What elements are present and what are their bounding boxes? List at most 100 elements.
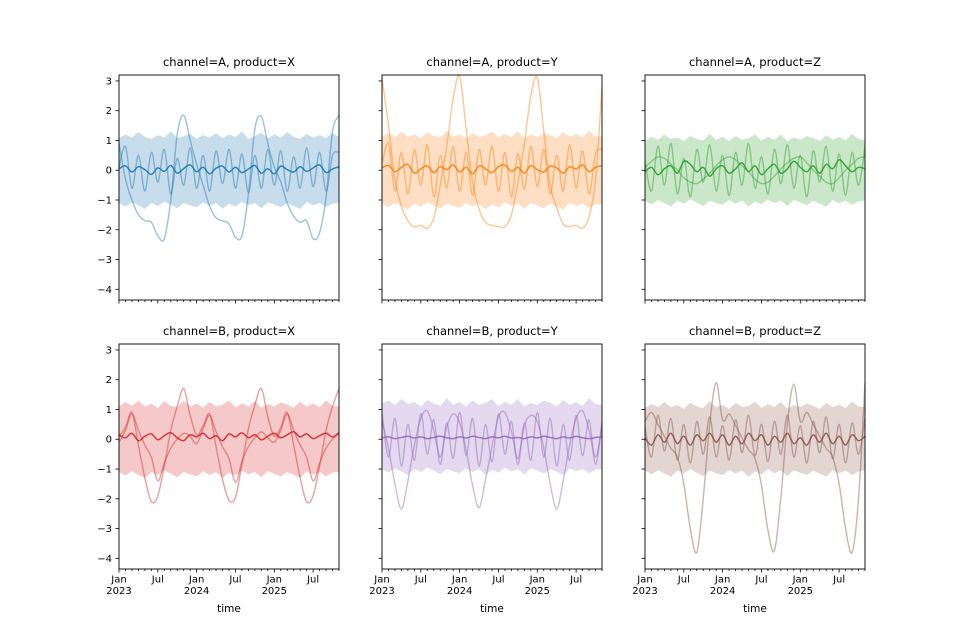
y-axis-ticks xyxy=(641,349,645,559)
x-tick-label: Jan xyxy=(110,575,126,586)
x-axis-ticks xyxy=(644,300,866,304)
x-axis-ticks xyxy=(118,300,340,304)
sample-line-2 xyxy=(119,145,339,195)
sample-line-1 xyxy=(382,409,602,510)
x-tick-label: Jul xyxy=(677,575,690,586)
x-tick-year-label: 2023 xyxy=(369,586,394,597)
y-tick-label: −3 xyxy=(97,255,112,266)
x-tick-label: Jul xyxy=(228,575,241,586)
x-tick-label: Jan xyxy=(636,575,652,586)
mean-line xyxy=(382,163,602,175)
subplot-channel-b-product-z: channel=B, product=Z Jan 2023 Jul Jan 2024 Ju… xyxy=(595,321,878,617)
plot-canvas-a-x: 3 2 1 0 −1 −2 −3 −4 xyxy=(97,74,340,304)
plot-area xyxy=(645,133,865,207)
x-tick-label: Jan xyxy=(714,575,730,586)
x-tick-year-label: 2025 xyxy=(525,586,550,597)
mean-line xyxy=(645,159,865,177)
x-tick-label: Jul xyxy=(151,575,164,586)
uncertainty-band xyxy=(645,401,865,477)
x-tick-label: Jul xyxy=(569,575,582,586)
sample-line-1 xyxy=(645,155,865,185)
x-tick-label: Jan xyxy=(792,575,808,586)
y-tick-labels: 3 2 1 0 −1 −2 −3 −4 xyxy=(97,76,112,295)
subplot-channel-a-product-z: channel=A, product=Z xyxy=(595,52,878,348)
subplot-channel-b-product-x: channel=B, product=X Jan 2023 Jul Jan 2024 Ju… xyxy=(69,321,352,617)
subplot-title: channel=B, product=Y xyxy=(426,324,558,338)
y-tick-label: 3 xyxy=(106,345,112,356)
y-axis-ticks xyxy=(378,349,382,559)
plot-area xyxy=(382,75,602,230)
subplot-title: channel=A, product=Z xyxy=(688,55,822,69)
sample-line-1 xyxy=(382,75,602,230)
y-tick-labels: 3 2 1 0 −1 −2 −3 −4 xyxy=(97,345,112,564)
sample-line-2 xyxy=(645,414,865,464)
uncertainty-band xyxy=(119,131,339,209)
x-tick-label: Jul xyxy=(491,575,504,586)
uncertainty-band xyxy=(119,400,339,478)
mean-line xyxy=(645,432,865,446)
x-tick-year-label: 2024 xyxy=(184,586,209,597)
y-tick-label: −2 xyxy=(97,494,112,505)
x-axis-ticks xyxy=(381,300,603,304)
sample-line-2 xyxy=(119,413,339,484)
x-tick-year-label: 2024 xyxy=(710,586,735,597)
mean-line xyxy=(382,435,602,440)
subplot-title: channel=A, product=Y xyxy=(426,55,558,69)
x-tick-label: Jul xyxy=(832,575,845,586)
x-axis-ticks xyxy=(118,569,340,573)
x-tick-year-label: 2025 xyxy=(262,586,287,597)
y-tick-label: 1 xyxy=(106,405,112,416)
mean-line xyxy=(119,164,339,176)
plot-area xyxy=(382,398,602,510)
y-tick-label: −2 xyxy=(97,225,112,236)
subplot-title: channel=B, product=X xyxy=(162,324,296,338)
x-tick-label: Jul xyxy=(306,575,319,586)
x-tick-label: Jan xyxy=(451,575,467,586)
x-tick-year-label: 2023 xyxy=(632,586,657,597)
y-axis-ticks xyxy=(378,80,382,290)
plot-area xyxy=(119,114,339,242)
y-tick-label: 2 xyxy=(106,106,112,117)
sample-line-2 xyxy=(382,411,602,467)
y-tick-label: −4 xyxy=(97,554,112,565)
subplot-channel-a-product-x: channel=A, product=X 3 2 1 0 −1 −2 −3 −4 xyxy=(69,52,352,348)
sample-line-1 xyxy=(119,114,339,242)
x-axis-label: time xyxy=(743,603,767,615)
x-tick-year-label: 2024 xyxy=(447,586,472,597)
subplot-title: channel=B, product=Z xyxy=(688,324,822,338)
y-tick-label: −4 xyxy=(97,285,112,296)
y-tick-label: 0 xyxy=(106,166,112,177)
x-axis-label: time xyxy=(217,603,241,615)
plot-canvas-a-y xyxy=(378,74,603,304)
y-axis-ticks xyxy=(115,349,119,559)
x-axis-ticks xyxy=(381,569,603,573)
y-tick-label: 2 xyxy=(106,375,112,386)
y-tick-label: −3 xyxy=(97,524,112,535)
x-tick-label: Jan xyxy=(373,575,389,586)
x-tick-label: Jan xyxy=(529,575,545,586)
y-axis-ticks xyxy=(115,80,119,290)
x-tick-year-label: 2025 xyxy=(788,586,813,597)
sample-line-1 xyxy=(119,387,339,504)
mean-line xyxy=(119,431,339,442)
y-tick-label: −1 xyxy=(97,465,112,476)
y-tick-label: −1 xyxy=(97,196,112,207)
y-tick-label: 1 xyxy=(106,136,112,147)
sample-line-2 xyxy=(382,142,602,198)
x-axis-label: time xyxy=(480,603,504,615)
subplot-channel-a-product-y: channel=A, product=Y xyxy=(332,52,615,348)
x-tick-year-label: 2023 xyxy=(106,586,131,597)
plot-area xyxy=(645,381,865,554)
x-tick-label: Jan xyxy=(266,575,282,586)
x-tick-label: Jul xyxy=(754,575,767,586)
y-tick-label: 3 xyxy=(106,76,112,87)
plot-area xyxy=(119,387,339,504)
subplot-channel-b-product-y: channel=B, product=Y Jan 2023 Jul Jan 2024 Ju… xyxy=(332,321,615,617)
plot-canvas-a-z xyxy=(641,74,866,304)
